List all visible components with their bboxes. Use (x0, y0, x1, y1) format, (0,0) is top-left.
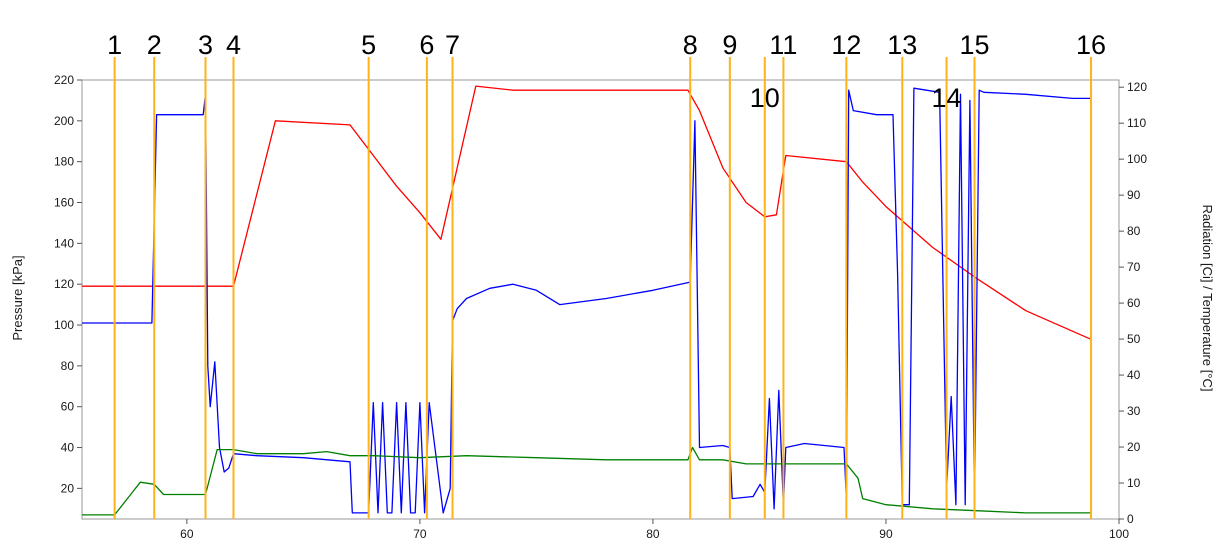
marker-label-3: 3 (198, 30, 213, 60)
marker-label-6: 6 (419, 30, 434, 60)
left-tick-label-7: 160 (54, 196, 74, 210)
right-tick-label-0: 0 (1127, 512, 1134, 526)
x-tick-label-3: 90 (879, 527, 893, 541)
x-tick-label-2: 80 (646, 527, 660, 541)
right-tick-label-10: 100 (1127, 152, 1147, 166)
left-tick-label-2: 60 (61, 400, 75, 414)
right-tick-label-6: 60 (1127, 296, 1141, 310)
right-tick-label-3: 30 (1127, 404, 1141, 418)
right-tick-label-12: 120 (1127, 80, 1147, 94)
marker-label-15: 15 (959, 30, 989, 60)
left-tick-label-6: 140 (54, 236, 74, 250)
right-tick-label-1: 10 (1127, 476, 1141, 490)
right-tick-label-9: 90 (1127, 188, 1141, 202)
left-axis: 20 40 60 80 100 120 140 160 180 200 220 (54, 73, 82, 495)
left-tick-label-0: 20 (61, 481, 75, 495)
x-axis: 60 70 80 90 100 (180, 519, 1129, 541)
series-line-1 (82, 87, 1091, 514)
x-tick-label-4: 100 (1109, 527, 1129, 541)
right-tick-label-7: 70 (1127, 260, 1141, 274)
right-tick-label-5: 50 (1127, 332, 1141, 346)
marker-label-4: 4 (226, 30, 241, 60)
right-tick-label-4: 40 (1127, 368, 1141, 382)
marker-label-9: 9 (722, 30, 737, 60)
x-tick-label-1: 70 (413, 527, 427, 541)
marker-label-7: 7 (445, 30, 460, 60)
marker-label-16: 16 (1076, 30, 1106, 60)
marker-label-10: 10 (750, 83, 780, 113)
left-axis-title: Pressure [kPa] (10, 255, 25, 340)
x-tick-label-0: 60 (180, 527, 194, 541)
marker-label-12: 12 (831, 30, 861, 60)
right-axis-title: Radiation [Ci] / Temperature [°C] (1200, 204, 1215, 391)
right-axis: 0 10 20 30 40 50 60 70 80 90 100 110 120 (1119, 80, 1147, 526)
marker-label-13: 13 (887, 30, 917, 60)
right-tick-label-8: 80 (1127, 224, 1141, 238)
marker-label-14: 14 (932, 83, 962, 113)
left-tick-label-3: 80 (61, 359, 75, 373)
left-tick-label-5: 120 (54, 277, 74, 291)
left-tick-label-9: 200 (54, 114, 74, 128)
marker-label-8: 8 (683, 30, 698, 60)
left-tick-label-8: 180 (54, 155, 74, 169)
left-tick-label-4: 100 (54, 318, 74, 332)
left-tick-label-10: 220 (54, 73, 74, 87)
left-tick-label-1: 40 (61, 441, 75, 455)
right-tick-label-2: 20 (1127, 440, 1141, 454)
marker-label-1: 1 (107, 30, 122, 60)
marker-label-2: 2 (147, 30, 162, 60)
right-tick-label-11: 110 (1127, 116, 1146, 130)
marker-label-5: 5 (361, 30, 376, 60)
marker-label-11: 11 (769, 30, 797, 60)
